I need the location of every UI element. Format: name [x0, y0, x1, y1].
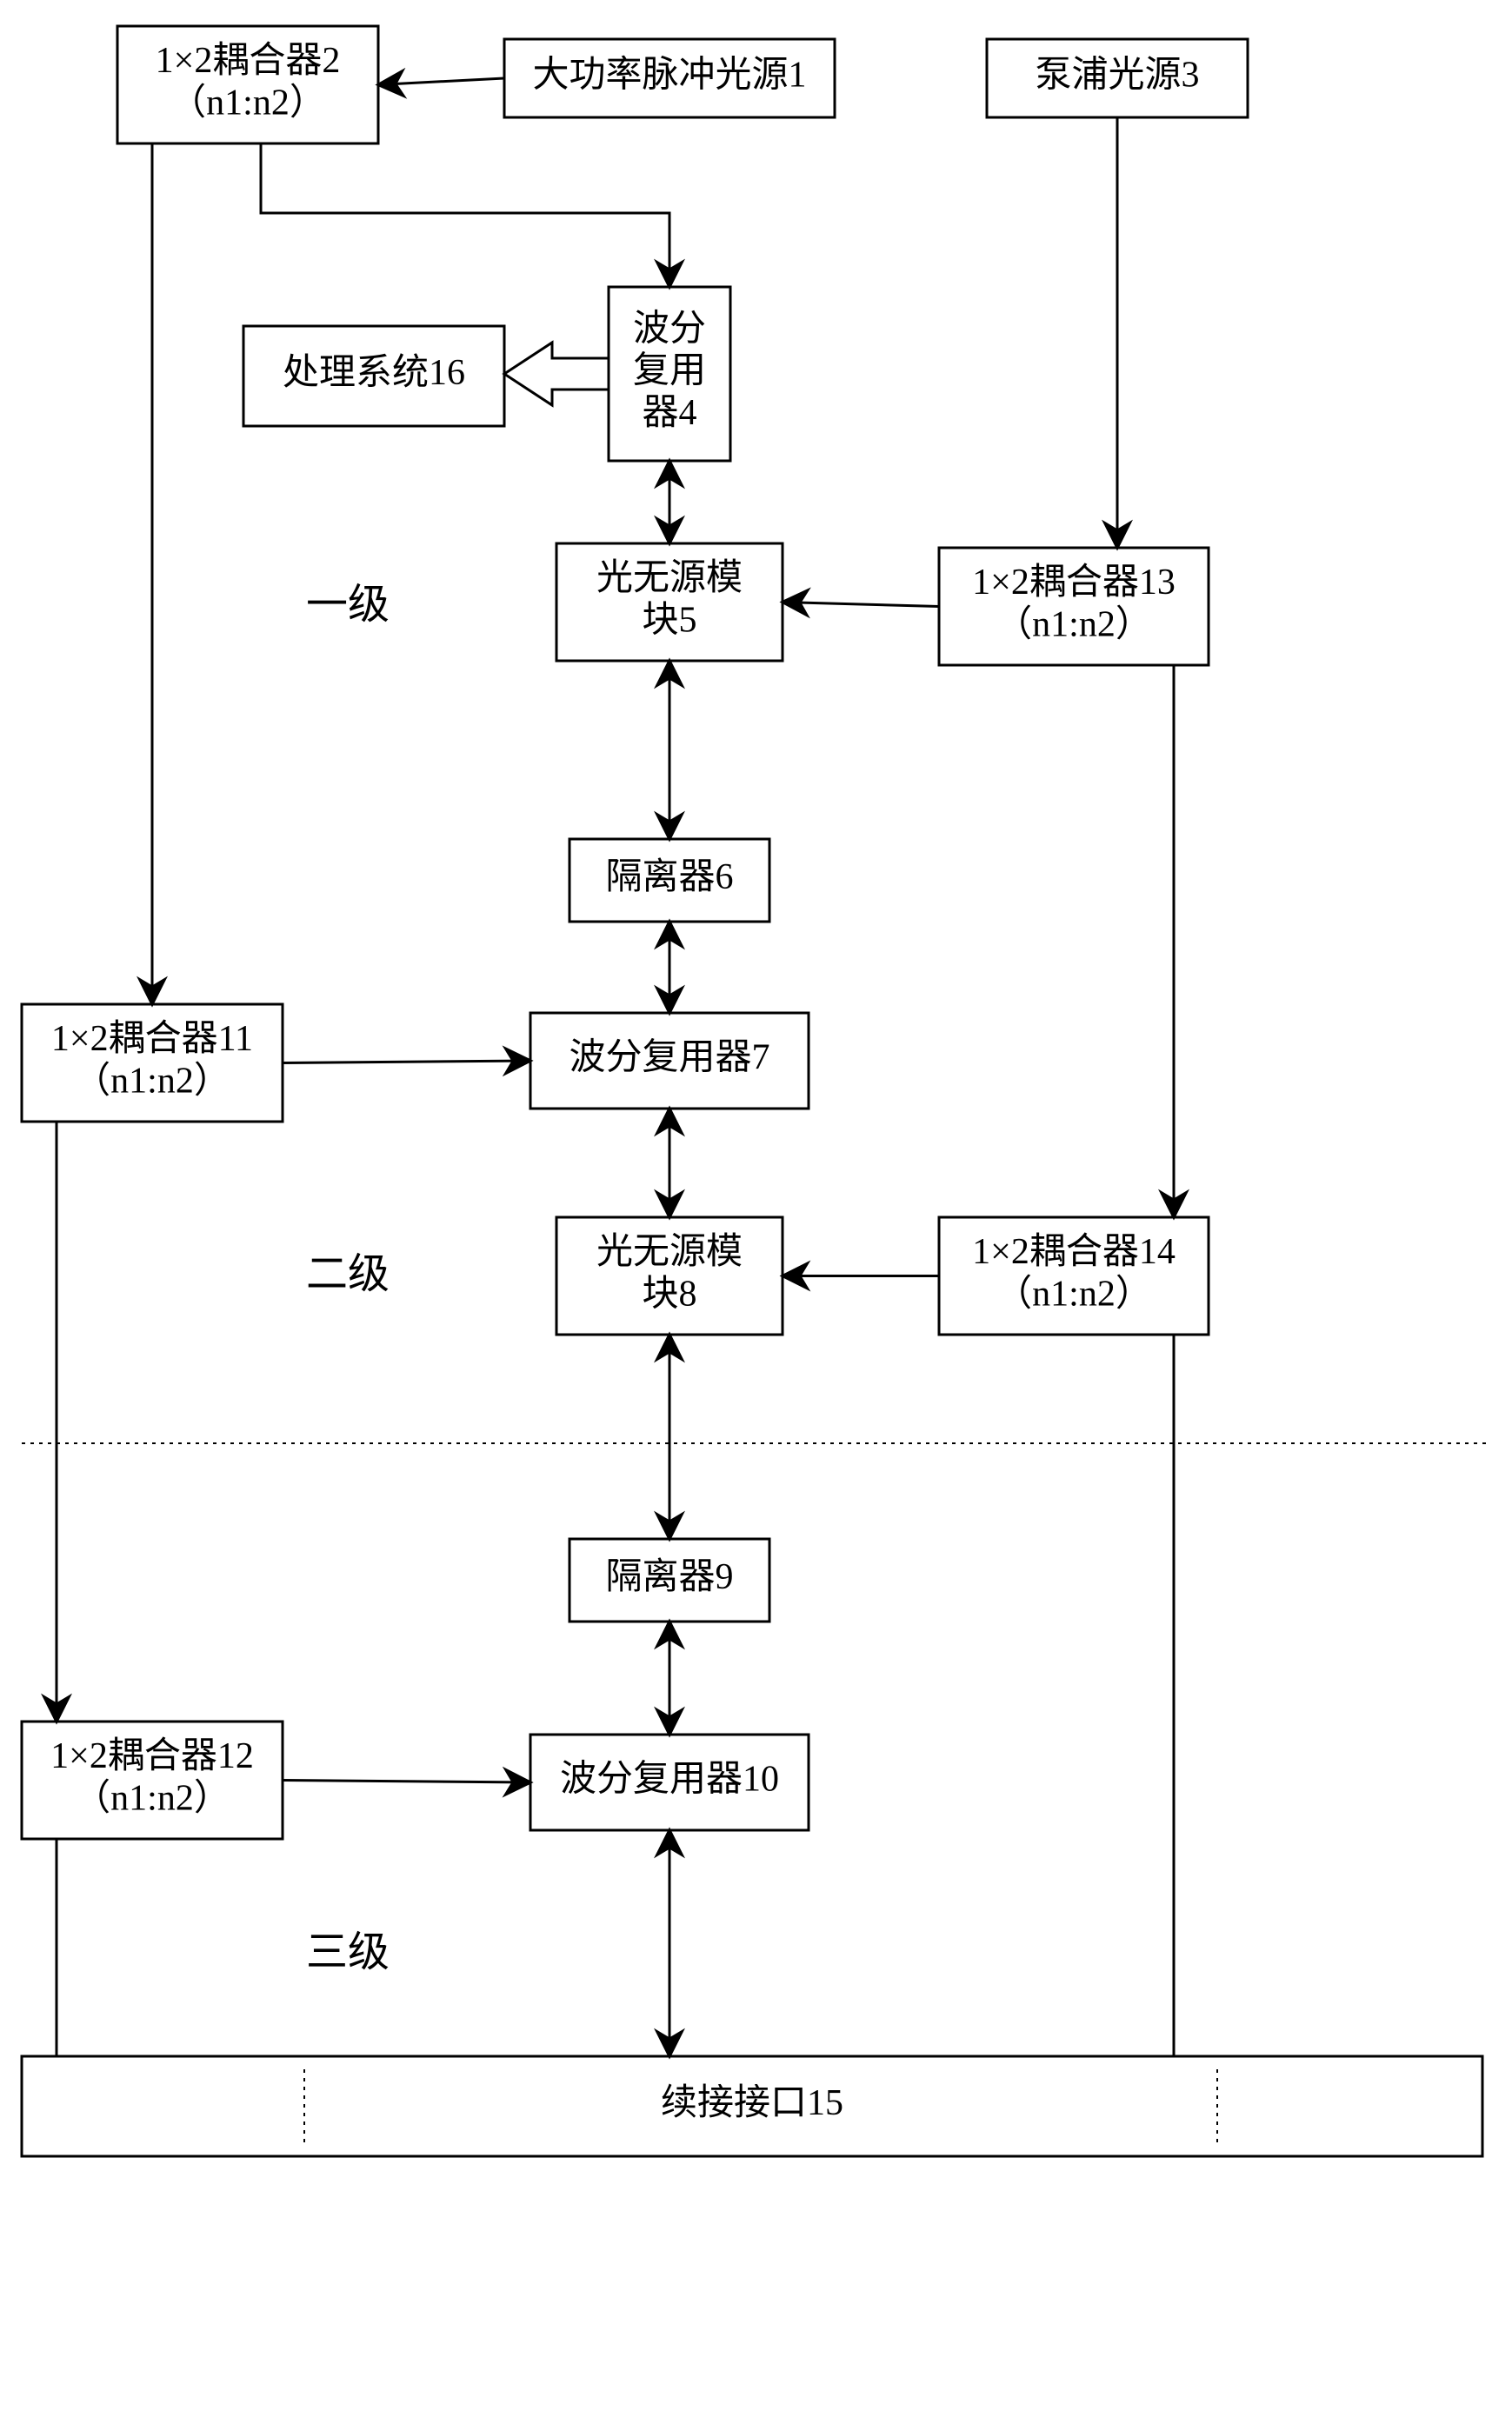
node-label: 波分 — [633, 309, 706, 349]
node-source1: 大功率脉冲光源1 — [504, 39, 835, 117]
node-label: 波分复用器10 — [560, 1760, 779, 1800]
node-label: 波分复用器7 — [569, 1038, 769, 1078]
node-coupler14: 1×2耦合器14（n1:n2） — [939, 1217, 1209, 1335]
node-label: （n1:n2） — [74, 1778, 230, 1818]
node-label: （n1:n2） — [996, 604, 1152, 644]
node-label: 续接接口15 — [661, 2083, 843, 2123]
node-source3: 泵浦光源3 — [987, 39, 1248, 117]
stage-label-stage1: 一级 — [306, 582, 390, 628]
node-proc16: 处理系统16 — [243, 326, 504, 426]
node-label: 块5 — [642, 600, 696, 640]
node-label: 1×2耦合器13 — [972, 563, 1176, 603]
node-wdm10: 波分复用器10 — [530, 1735, 809, 1830]
node-label: （n1:n2） — [996, 1274, 1152, 1314]
node-passive5: 光无源模块5 — [556, 543, 783, 661]
node-wdm4: 波分复用器4 — [609, 287, 730, 461]
stage-label-stage3: 三级 — [306, 1929, 390, 1975]
node-label: 隔离器9 — [605, 1556, 733, 1597]
node-label: （n1:n2） — [170, 83, 326, 123]
node-coupler11: 1×2耦合器11（n1:n2） — [22, 1004, 283, 1122]
flowchart-diagram: 1×2耦合器2（n1:n2）大功率脉冲光源1泵浦光源3处理系统16波分复用器4光… — [0, 0, 1512, 2411]
hollow-arrow — [504, 343, 609, 405]
node-label: 大功率脉冲光源1 — [532, 55, 806, 96]
node-label: 光无源模 — [596, 1232, 743, 1272]
node-label: 器4 — [642, 393, 696, 433]
node-label: （n1:n2） — [74, 1061, 230, 1101]
node-coupler13: 1×2耦合器13（n1:n2） — [939, 548, 1209, 665]
node-label: 1×2耦合器12 — [50, 1736, 254, 1776]
node-interface15: 续接接口15 — [22, 2056, 1482, 2156]
node-label: 光无源模 — [596, 558, 743, 598]
node-iso9: 隔离器9 — [569, 1539, 769, 1622]
node-label: 1×2耦合器2 — [156, 41, 341, 81]
node-label: 隔离器6 — [605, 856, 733, 897]
node-coupler12: 1×2耦合器12（n1:n2） — [22, 1722, 283, 1839]
node-label: 泵浦光源3 — [1035, 56, 1199, 96]
node-label: 复用 — [633, 351, 706, 391]
node-coupler2: 1×2耦合器2（n1:n2） — [117, 26, 378, 143]
node-label: 处理系统16 — [283, 353, 465, 393]
node-iso6: 隔离器6 — [569, 839, 769, 922]
node-passive8: 光无源模块8 — [556, 1217, 783, 1335]
node-label: 1×2耦合器14 — [972, 1232, 1176, 1272]
stage-label-stage2: 二级 — [306, 1251, 390, 1297]
node-label: 1×2耦合器11 — [51, 1019, 253, 1059]
node-wdm7: 波分复用器7 — [530, 1013, 809, 1109]
node-label: 块8 — [642, 1274, 696, 1314]
